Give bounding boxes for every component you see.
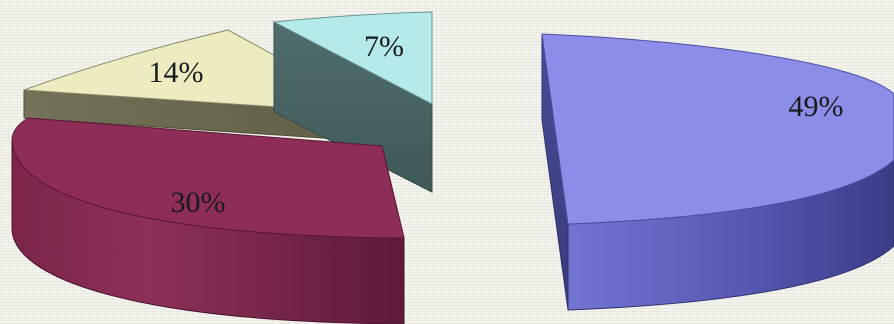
pie-slice-7-top — [272, 11, 433, 105]
pie-slice-30-label: 30% — [171, 186, 226, 219]
pie-slice-14-label: 14% — [149, 56, 204, 89]
pie-slice-7: 7% — [272, 11, 433, 193]
pie-slice-49-label: 49% — [789, 90, 844, 123]
pie-slice-49: 49% — [541, 33, 894, 311]
pie-slice-30: 30% — [11, 117, 405, 324]
pie-slice-30-top — [11, 117, 405, 239]
pie-slice-7-label: 7% — [364, 30, 404, 63]
pie-slice-49-top — [541, 33, 894, 225]
